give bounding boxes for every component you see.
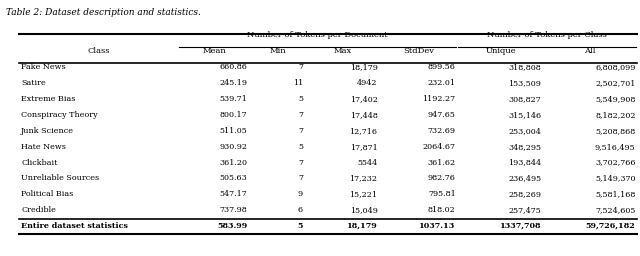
Text: 348,295: 348,295 (508, 143, 541, 151)
Text: 361.20: 361.20 (220, 158, 247, 167)
Text: 5,149,370: 5,149,370 (595, 174, 636, 183)
Text: Max: Max (333, 47, 352, 55)
Text: 5: 5 (298, 95, 303, 103)
Text: Table 2: Dataset description and statistics.: Table 2: Dataset description and statist… (6, 8, 201, 17)
Text: 18,179: 18,179 (349, 63, 378, 71)
Text: 12,716: 12,716 (349, 127, 378, 135)
Text: StdDev: StdDev (404, 47, 435, 55)
Text: 2064.67: 2064.67 (422, 143, 456, 151)
Text: 818.02: 818.02 (428, 206, 456, 214)
Text: 5544: 5544 (357, 158, 378, 167)
Text: Min: Min (269, 47, 286, 55)
Text: 308,827: 308,827 (508, 95, 541, 103)
Text: 253,004: 253,004 (508, 127, 541, 135)
Text: 583.99: 583.99 (217, 222, 247, 230)
Text: Conspiracy Theory: Conspiracy Theory (21, 111, 98, 119)
Text: 1037.13: 1037.13 (419, 222, 456, 230)
Text: 315,146: 315,146 (508, 111, 541, 119)
Text: 5,581,168: 5,581,168 (595, 190, 636, 198)
Text: 318,808: 318,808 (508, 63, 541, 71)
Text: 7: 7 (298, 63, 303, 71)
Text: 982.76: 982.76 (428, 174, 456, 183)
Text: 258,269: 258,269 (508, 190, 541, 198)
Text: All: All (584, 47, 596, 55)
Text: 7: 7 (298, 174, 303, 183)
Text: 947.65: 947.65 (428, 111, 456, 119)
Text: 153,509: 153,509 (508, 79, 541, 87)
Text: 232.01: 232.01 (428, 79, 456, 87)
Text: 2,502,701: 2,502,701 (595, 79, 636, 87)
Text: 1192.27: 1192.27 (422, 95, 456, 103)
Text: Class: Class (88, 47, 111, 55)
Text: 193,844: 193,844 (508, 158, 541, 167)
Text: Extreme Bias: Extreme Bias (21, 95, 76, 103)
Text: Credible: Credible (21, 206, 56, 214)
Text: 236,495: 236,495 (508, 174, 541, 183)
Text: 5: 5 (298, 143, 303, 151)
Text: Political Bias: Political Bias (21, 190, 74, 198)
Text: Fake News: Fake News (21, 63, 66, 71)
Text: Mean: Mean (203, 47, 227, 55)
Text: Satire: Satire (21, 79, 46, 87)
Text: Junk Science: Junk Science (21, 127, 74, 135)
Text: 7,524,605: 7,524,605 (595, 206, 636, 214)
Text: 5,208,868: 5,208,868 (595, 127, 636, 135)
Text: 1337,708: 1337,708 (500, 222, 541, 230)
Text: Hate News: Hate News (21, 143, 66, 151)
Text: 5: 5 (298, 222, 303, 230)
Text: 11: 11 (293, 79, 303, 87)
Text: Number of Tokens per Document: Number of Tokens per Document (247, 31, 388, 39)
Text: 795.81: 795.81 (428, 190, 456, 198)
Text: 9,516,495: 9,516,495 (595, 143, 636, 151)
Text: 7: 7 (298, 111, 303, 119)
Text: Unreliable Sources: Unreliable Sources (21, 174, 99, 183)
Text: 9: 9 (298, 190, 303, 198)
Text: 15,049: 15,049 (349, 206, 378, 214)
Text: Number of Tokens per Class: Number of Tokens per Class (487, 31, 607, 39)
Text: 930.92: 930.92 (220, 143, 247, 151)
Text: 17,232: 17,232 (349, 174, 378, 183)
Text: 17,871: 17,871 (350, 143, 378, 151)
Text: 511.05: 511.05 (220, 127, 247, 135)
Text: 6,808,099: 6,808,099 (595, 63, 636, 71)
Text: 5,549,908: 5,549,908 (595, 95, 636, 103)
Text: 6: 6 (298, 206, 303, 214)
Text: 8,182,202: 8,182,202 (595, 111, 636, 119)
Text: Clickbait: Clickbait (21, 158, 58, 167)
Text: 737.98: 737.98 (220, 206, 247, 214)
Text: 547.17: 547.17 (220, 190, 247, 198)
Text: 899.56: 899.56 (428, 63, 456, 71)
Text: 15,221: 15,221 (349, 190, 378, 198)
Text: 800.17: 800.17 (220, 111, 247, 119)
Text: 539.71: 539.71 (220, 95, 247, 103)
Text: 361.62: 361.62 (428, 158, 456, 167)
Text: 7: 7 (298, 127, 303, 135)
Text: 59,726,182: 59,726,182 (586, 222, 636, 230)
Text: Entire dataset statistics: Entire dataset statistics (21, 222, 128, 230)
Text: 17,402: 17,402 (349, 95, 378, 103)
Text: 4942: 4942 (357, 79, 378, 87)
Text: 257,475: 257,475 (508, 206, 541, 214)
Text: 660.86: 660.86 (220, 63, 247, 71)
Text: 245.19: 245.19 (220, 79, 247, 87)
Text: 18,179: 18,179 (347, 222, 378, 230)
Text: 17,448: 17,448 (349, 111, 378, 119)
Text: Unique: Unique (486, 47, 516, 55)
Text: 7: 7 (298, 158, 303, 167)
Text: 3,702,766: 3,702,766 (595, 158, 636, 167)
Text: 505.63: 505.63 (220, 174, 247, 183)
Text: 732.69: 732.69 (428, 127, 456, 135)
